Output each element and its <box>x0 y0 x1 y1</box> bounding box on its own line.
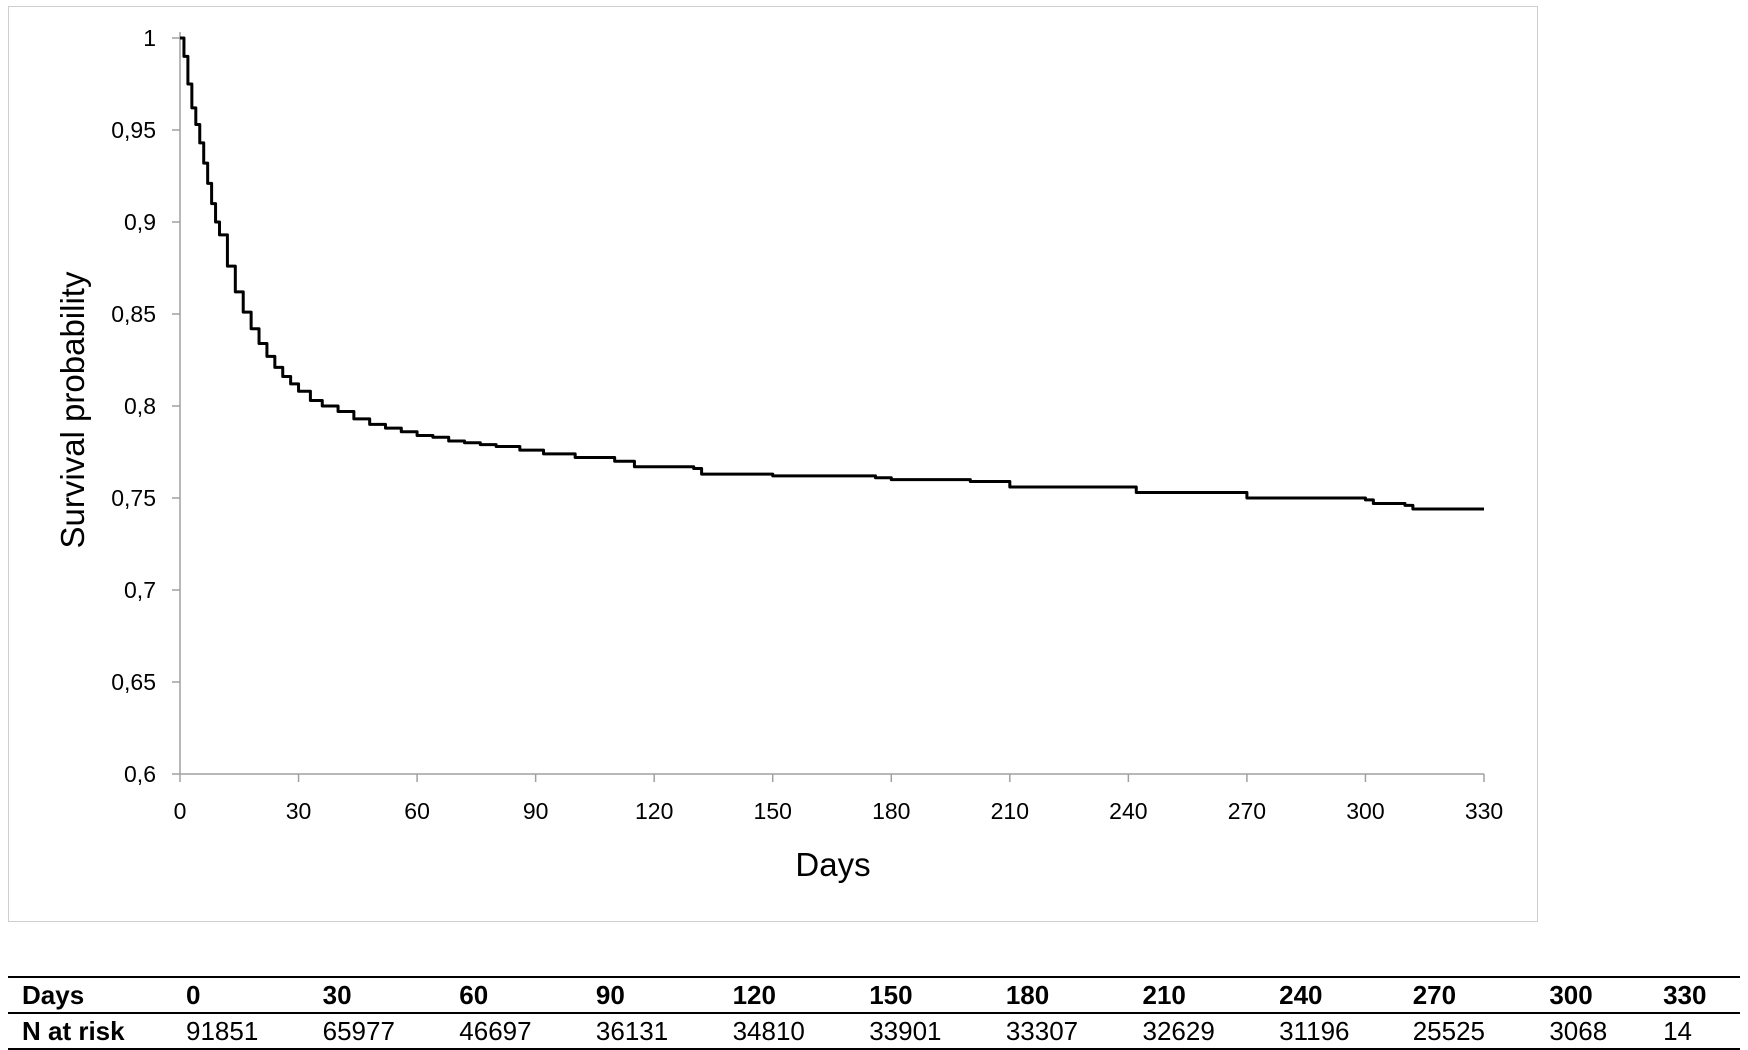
y-tick-label: 0,95 <box>111 117 156 143</box>
y-tick-label: 0,85 <box>111 301 156 327</box>
days-cell: 270 <box>1398 976 1536 1014</box>
ticks: 0,6 0,65 0,7 0,75 0,8 0,85 0,9 0,95 1 0 30 60 90 120 1… <box>111 25 1503 824</box>
n-at-risk-row: N at risk 91851 65977 46697 36131 34810 … <box>8 1013 1740 1050</box>
n-at-risk-cell: 31196 <box>1265 1013 1399 1050</box>
survival-curve <box>180 36 1484 511</box>
days-cell: 330 <box>1649 976 1740 1014</box>
x-tick-label: 120 <box>635 798 673 824</box>
days-cell: 90 <box>581 976 719 1014</box>
x-tick-label: 210 <box>991 798 1029 824</box>
x-tick-label: 0 <box>174 798 187 824</box>
x-tick-label: 30 <box>286 798 312 824</box>
days-cell: 180 <box>991 976 1129 1014</box>
number-at-risk-table: Days 0 30 60 90 120 150 180 210 240 270 … <box>8 976 1740 1050</box>
survival-chart: 0,6 0,65 0,7 0,75 0,8 0,85 0,9 0,95 1 0 30 60 90 120 1… <box>54 25 1503 883</box>
x-tick-label: 300 <box>1346 798 1384 824</box>
y-tick-label: 0,8 <box>124 393 156 419</box>
x-tick-label: 330 <box>1465 798 1503 824</box>
n-at-risk-cell: 33901 <box>855 1013 992 1050</box>
n-at-risk-cell: 32629 <box>1128 1013 1266 1050</box>
y-tick-label: 0,75 <box>111 485 156 511</box>
days-cell: 30 <box>308 976 446 1014</box>
x-tick-label: 60 <box>404 798 430 824</box>
y-tick-label: 0,65 <box>111 669 156 695</box>
x-tick-label: 270 <box>1228 798 1266 824</box>
days-row: Days 0 30 60 90 120 150 180 210 240 270 … <box>8 976 1740 1014</box>
days-cell: 300 <box>1535 976 1650 1014</box>
days-cell: 120 <box>718 976 856 1014</box>
days-cell: 150 <box>855 976 992 1014</box>
days-cell: 0 <box>172 976 309 1014</box>
days-cell: 60 <box>445 976 582 1014</box>
n-at-risk-cell: 14 <box>1649 1013 1740 1050</box>
x-tick-label: 90 <box>523 798 549 824</box>
days-cell: 210 <box>1128 976 1266 1014</box>
n-at-risk-cell: 34810 <box>718 1013 856 1050</box>
n-at-risk-cell: 91851 <box>172 1013 309 1050</box>
y-tick-label: 0,7 <box>124 577 156 603</box>
y-tick-label: 1 <box>143 25 156 51</box>
y-tick-label: 0,6 <box>124 761 156 787</box>
x-tick-label: 150 <box>754 798 792 824</box>
n-at-risk-row-label: N at risk <box>8 1013 172 1050</box>
x-tick-label: 180 <box>872 798 910 824</box>
n-at-risk-cell: 33307 <box>991 1013 1129 1050</box>
n-at-risk-cell: 46697 <box>445 1013 582 1050</box>
n-at-risk-cell: 3068 <box>1535 1013 1650 1050</box>
y-axis-label: Survival probability <box>54 271 91 548</box>
n-at-risk-cell: 36131 <box>581 1013 719 1050</box>
n-at-risk-cell: 25525 <box>1398 1013 1536 1050</box>
chart-frame <box>8 6 1538 922</box>
days-cell: 240 <box>1265 976 1399 1014</box>
axes <box>179 32 1484 775</box>
days-row-label: Days <box>8 976 172 1014</box>
n-at-risk-cell: 65977 <box>308 1013 446 1050</box>
y-tick-label: 0,9 <box>124 209 156 235</box>
survival-curve-group <box>180 36 1484 511</box>
x-tick-label: 240 <box>1109 798 1147 824</box>
x-axis-label: Days <box>795 846 870 883</box>
